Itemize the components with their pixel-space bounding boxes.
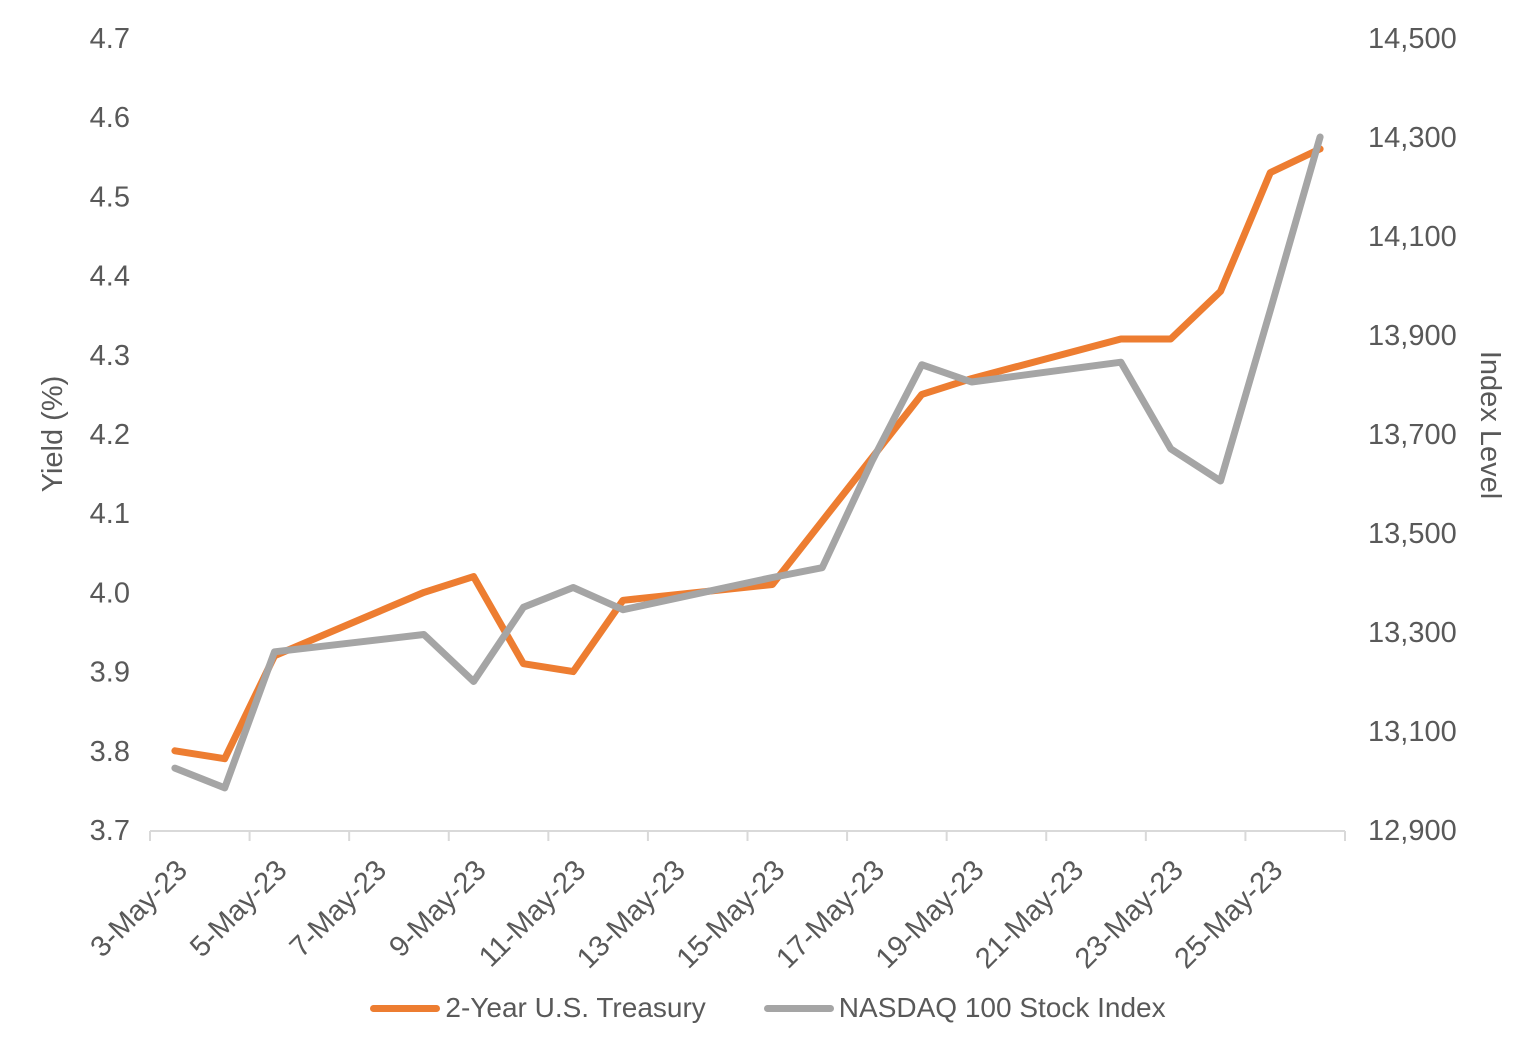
treasury-legend-label: 2-Year U.S. Treasury [445, 992, 706, 1023]
treasury-line [171, 145, 1324, 763]
x-tick-label: 21-May-23 [969, 854, 1090, 975]
left-axis-tick-label: 4.4 [90, 261, 130, 293]
x-tick-label: 3-May-23 [85, 854, 194, 963]
x-tick-label: 19-May-23 [870, 854, 991, 975]
left-axis-tick-label: 4.3 [90, 340, 130, 372]
nasdaq-line [171, 133, 1324, 792]
left-axis-tick-label: 4.0 [90, 577, 130, 609]
right-axis-title: Index Level [1474, 351, 1506, 499]
left-axis-tick-label: 3.7 [90, 815, 130, 847]
right-axis-tick-label: 14,300 [1368, 122, 1457, 154]
legend: 2-Year U.S. Treasury NASDAQ 100 Stock In… [0, 992, 1536, 1024]
x-tick-label: 17-May-23 [770, 854, 891, 975]
left-axis-tick-label: 4.6 [90, 102, 130, 134]
x-tick-label: 25-May-23 [1169, 854, 1290, 975]
left-axis-tick-label: 4.2 [90, 419, 130, 451]
x-tick-label: 23-May-23 [1069, 854, 1190, 975]
left-axis-tick-label: 4.7 [90, 23, 130, 55]
left-axis-tick-label: 3.9 [90, 657, 130, 689]
right-axis-tick-label: 13,300 [1368, 617, 1457, 649]
legend-item-nasdaq: NASDAQ 100 Stock Index [763, 992, 1166, 1024]
x-tick-label: 5-May-23 [184, 854, 293, 963]
x-tick-label: 7-May-23 [284, 854, 393, 963]
line-chart-svg: 3-May-235-May-237-May-239-May-2311-May-2… [37, 23, 1506, 975]
nasdaq-legend-label: NASDAQ 100 Stock Index [838, 992, 1166, 1023]
left-axis-tick-label: 3.8 [90, 736, 130, 768]
treasury-legend-swatch [370, 1004, 441, 1012]
right-axis-tick-label: 13,900 [1368, 320, 1457, 352]
x-tick-label: 13-May-23 [571, 854, 692, 975]
left-axis-tick-label: 4.1 [90, 498, 130, 530]
nasdaq-legend-swatch [763, 1004, 834, 1012]
left-axis-title: Yield (%) [37, 376, 69, 493]
right-axis-tick-label: 13,700 [1368, 419, 1457, 451]
right-axis-tick-label: 13,500 [1368, 518, 1457, 550]
legend-item-treasury: 2-Year U.S. Treasury [370, 992, 706, 1024]
right-axis-tick-label: 13,100 [1368, 716, 1457, 748]
x-tick-label: 15-May-23 [671, 854, 792, 975]
right-axis-tick-label: 14,500 [1368, 23, 1457, 55]
left-axis-tick-label: 4.5 [90, 181, 130, 213]
right-axis-tick-label: 14,100 [1368, 221, 1457, 253]
right-axis-tick-label: 12,900 [1368, 815, 1457, 847]
